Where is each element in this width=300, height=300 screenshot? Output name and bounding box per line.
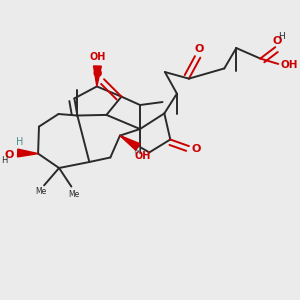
Text: O: O bbox=[192, 144, 201, 154]
Text: O: O bbox=[93, 69, 102, 79]
Text: H: H bbox=[16, 137, 23, 147]
Text: Me: Me bbox=[69, 190, 80, 199]
Text: H: H bbox=[1, 156, 8, 165]
Text: O: O bbox=[194, 44, 203, 54]
Text: OH: OH bbox=[134, 151, 151, 161]
Text: H: H bbox=[278, 32, 285, 41]
Text: OH: OH bbox=[89, 52, 106, 62]
Polygon shape bbox=[94, 66, 101, 86]
Text: OH: OH bbox=[281, 59, 298, 70]
Text: H: H bbox=[133, 147, 140, 156]
Polygon shape bbox=[120, 136, 140, 150]
Text: O: O bbox=[272, 36, 281, 46]
Polygon shape bbox=[18, 149, 38, 157]
Text: O: O bbox=[5, 150, 14, 160]
Text: Me: Me bbox=[35, 188, 47, 196]
